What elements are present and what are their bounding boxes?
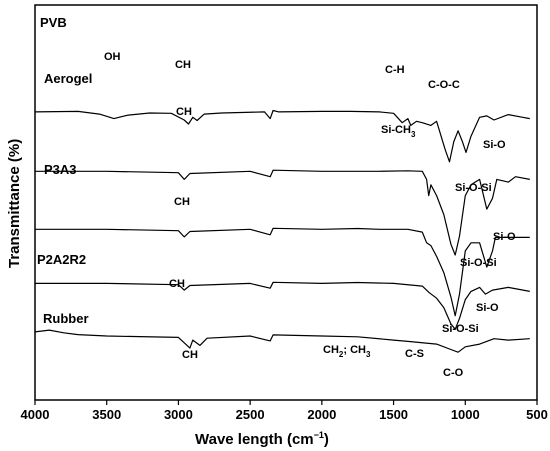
peak-label-pvb-ch: CH xyxy=(175,59,191,71)
series-line-pvb xyxy=(34,109,530,163)
ch2-subscript: 2 xyxy=(339,350,344,359)
y-axis-title: Transmittance (%) xyxy=(6,139,23,268)
x-axis-title-exponent: −1 xyxy=(314,430,324,440)
x-tick-label: 1000 xyxy=(451,407,480,422)
series-label-pvb: PVB xyxy=(40,15,67,30)
ch2-text: CH xyxy=(323,344,339,356)
x-axis-title: Wave length (cm−1) xyxy=(195,430,329,448)
x-axis-title-main: Wave length (cm xyxy=(195,431,314,448)
peak-label-p2a2r2-si-o: Si-O xyxy=(476,302,499,314)
x-tick-label: 2500 xyxy=(236,407,265,422)
x-tick-group: 4000 3500 3000 2500 2000 1500 1000 500 xyxy=(21,400,548,422)
peak-label-pvb-c-h: C-H xyxy=(385,64,405,76)
peak-label-p3a3-si-o-si: Si-O-Si xyxy=(460,257,497,269)
series-line-p2a2r2 xyxy=(35,281,530,330)
peak-label-aerogel-si-o: Si-O xyxy=(483,139,506,151)
peak-label-p3a3-ch: CH xyxy=(174,196,190,208)
peak-label-aerogel-ch: CH xyxy=(176,106,192,118)
ch3-subscript: 3 xyxy=(411,130,416,139)
x-tick-label: 500 xyxy=(526,407,548,422)
plot-frame xyxy=(34,4,538,401)
peak-label-p2a2r2-ch: CH xyxy=(169,278,185,290)
series-line-p3a3 xyxy=(35,227,530,317)
series-line-rubber xyxy=(34,329,530,353)
peak-label-p2a2r2-si-o-si: Si-O-Si xyxy=(442,323,479,335)
peak-label-pvb-c-o-c: C-O-C xyxy=(428,79,460,91)
peak-label-p3a3-si-o: Si-O xyxy=(493,231,516,243)
peak-label-rubber-c-o: C-O xyxy=(443,367,464,379)
x-tick-label: 4000 xyxy=(21,407,50,422)
peak-label-rubber-ch: CH xyxy=(182,349,198,361)
si-ch-text: Si-CH xyxy=(381,124,411,136)
series-label-p2a2r2: P2A2R2 xyxy=(37,252,86,267)
x-tick-label: 1500 xyxy=(379,407,408,422)
x-axis-title-close: ) xyxy=(324,431,329,448)
series-line-aerogel xyxy=(35,169,530,256)
series-group xyxy=(34,109,530,353)
ch3-subscript-rubber: 3 xyxy=(366,350,371,359)
x-tick-label: 3500 xyxy=(92,407,121,422)
series-label-rubber: Rubber xyxy=(43,311,89,326)
peak-label-pvb-oh: OH xyxy=(104,51,121,63)
peak-label-aerogel-si-o-si: Si-O-Si xyxy=(455,182,492,194)
series-label-aerogel: Aerogel xyxy=(44,71,92,86)
x-tick-label: 3000 xyxy=(164,407,193,422)
series-label-p3a3: P3A3 xyxy=(44,162,77,177)
ch3-text: ; CH xyxy=(343,344,366,356)
peak-label-rubber-c-s: C-S xyxy=(405,348,424,360)
peak-label-rubber-ch2-ch3: CH2; CH3 xyxy=(323,344,371,359)
peak-label-aerogel-si-ch3: Si-CH3 xyxy=(381,124,416,139)
x-tick-label: 2000 xyxy=(307,407,336,422)
